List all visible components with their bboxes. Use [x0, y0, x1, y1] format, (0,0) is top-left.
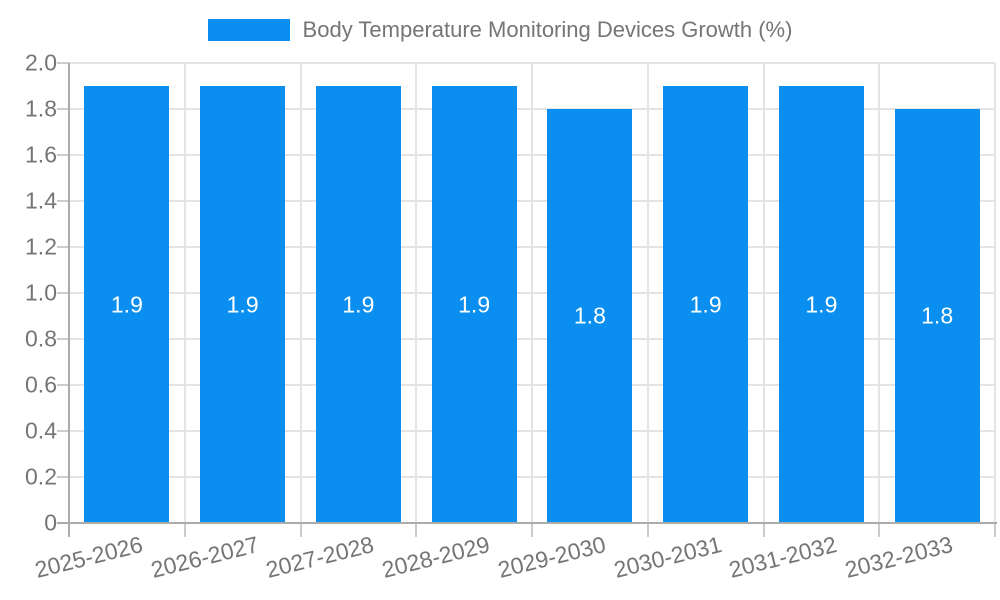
- y-axis-tick: [57, 246, 69, 248]
- x-axis-tick: [299, 523, 302, 537]
- x-axis-tick: [531, 523, 533, 537]
- bar: [894, 109, 980, 523]
- bar: [200, 86, 286, 523]
- y-tick-label: 2.0: [25, 49, 57, 76]
- v-gridline: [415, 63, 418, 523]
- v-gridline: [878, 63, 881, 523]
- y-axis-tick: [57, 108, 69, 110]
- v-gridline: [762, 63, 765, 523]
- y-axis-tick: [57, 154, 69, 156]
- x-tick-label: 2029-2030: [495, 531, 609, 583]
- y-axis-tick: [57, 338, 69, 340]
- bar-value-label: 1.8: [921, 302, 954, 329]
- y-tick-label: 0: [44, 509, 57, 536]
- bar: [431, 86, 517, 523]
- bar-value-label: 1.9: [110, 291, 143, 317]
- bar: [663, 86, 749, 523]
- x-axis-tick: [415, 523, 418, 537]
- legend-swatch: [207, 19, 290, 41]
- v-gridline: [646, 63, 649, 523]
- bar: [547, 109, 633, 523]
- y-tick-label: 0.6: [25, 371, 57, 398]
- x-tick-label: 2031-2032: [726, 531, 840, 583]
- v-gridline: [531, 63, 533, 523]
- x-axis-tick: [994, 523, 996, 537]
- y-axis-tick: [57, 62, 69, 64]
- y-tick-label: 0.2: [25, 463, 57, 490]
- bar: [778, 86, 864, 523]
- y-axis-tick: [57, 200, 69, 202]
- x-tick-label: 2032-2033: [842, 531, 956, 583]
- bar: [315, 86, 401, 523]
- bar-value-label: 1.9: [458, 291, 491, 317]
- y-axis-tick: [57, 292, 69, 294]
- y-axis-line: [68, 63, 70, 537]
- x-axis-tick: [762, 523, 765, 537]
- x-axis-tick: [646, 523, 649, 537]
- x-axis-tick: [878, 523, 881, 537]
- x-tick-label: 2026-2027: [147, 531, 261, 583]
- y-tick-label: 0.4: [25, 417, 57, 444]
- y-axis-tick: [57, 384, 69, 386]
- y-tick-label: 1.2: [25, 233, 57, 260]
- x-tick-label: 2030-2031: [610, 531, 724, 583]
- bar-value-label: 1.9: [342, 291, 375, 317]
- y-tick-label: 1.4: [25, 187, 57, 214]
- y-axis-tick: [57, 430, 69, 432]
- v-gridline: [994, 63, 996, 523]
- bar-value-label: 1.8: [573, 302, 606, 329]
- y-tick-label: 1.8: [25, 95, 57, 122]
- y-axis-tick: [57, 476, 69, 478]
- y-tick-label: 1.0: [25, 279, 57, 306]
- v-gridline: [183, 63, 186, 523]
- y-tick-label: 1.6: [25, 141, 57, 168]
- legend: Body Temperature Monitoring Devices Grow…: [0, 17, 1000, 43]
- x-tick-label: 2025-2026: [32, 531, 146, 583]
- y-tick-label: 0.8: [25, 325, 57, 352]
- bar-value-label: 1.9: [689, 291, 722, 317]
- bar-value-label: 1.9: [805, 291, 838, 317]
- bar-value-label: 1.9: [226, 291, 259, 317]
- x-tick-label: 2028-2029: [379, 531, 493, 583]
- x-tick-label: 2027-2028: [263, 531, 377, 583]
- x-axis-tick: [183, 523, 186, 537]
- bar: [84, 86, 170, 523]
- v-gridline: [299, 63, 302, 523]
- x-axis-line: [57, 522, 997, 524]
- legend-label: Body Temperature Monitoring Devices Grow…: [302, 17, 793, 42]
